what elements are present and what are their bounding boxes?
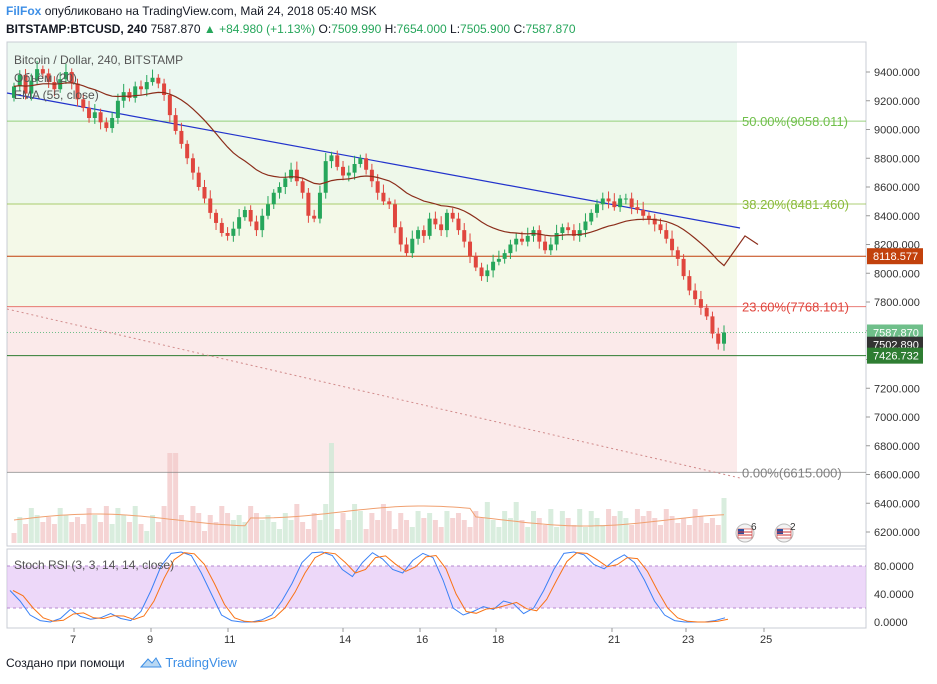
published-text: опубликовано на TradingView.com, Май 24,… [44,4,377,18]
event-count: 6 [751,522,757,533]
event-flag-icon[interactable]: 6 [735,522,757,543]
price-change: +84.980 (+1.13%) [219,22,316,36]
low-value: L:7505.900 [450,22,511,36]
price-axis[interactable]: 9400.000 9200.000 9000.000 8800.000 8600.000… [866,67,923,539]
tradingview-brand: TradingView [165,655,237,670]
price-tick: 7200.000 [874,383,920,395]
time-tick: 16 [416,634,428,646]
time-tick: 11 [224,634,235,646]
stoch-rsi [7,551,866,623]
price-marker: 7587.870 [873,327,919,339]
price-tick: 8800.000 [874,153,920,165]
author-name[interactable]: FilFox [6,4,42,18]
time-tick: 9 [147,634,153,646]
event-count: 2 [790,522,796,533]
tradingview-logo[interactable]: TradingView [139,655,237,670]
time-tick: 14 [339,634,351,646]
legend-ema: EMA (55, close) [14,88,99,102]
trend-lines [6,92,741,479]
fib-zones [7,42,737,473]
price-tick: 8000.000 [874,268,920,280]
time-tick: 7 [70,634,76,646]
legend-stoch: Stoch RSI (3, 3, 14, 14, close) [14,558,174,572]
price-tick: 6800.000 [874,441,920,453]
up-arrow-icon: ▲ [203,22,216,36]
ema-line [13,82,759,267]
legend-title: Bitcoin / Dollar, 240, BITSTAMP [14,53,183,67]
price-tick: 6400.000 [874,498,920,510]
open-value: O:7509.990 [318,22,382,36]
fib-label-50: 50.00%(9058.011) [742,114,848,129]
volume-bars [11,443,727,543]
publish-info: FilFox опубликовано на TradingView.com, … [6,4,377,18]
time-tick: 18 [492,634,504,646]
fib-label-0: 0.00%(6615.000) [742,465,842,480]
price-tick: 7800.000 [874,297,920,309]
price-tick: 6600.000 [874,470,920,482]
price-tick: 8600.000 [874,182,920,194]
high-value: H:7654.000 [384,22,447,36]
price-tick: 6200.000 [874,527,920,539]
event-flag-icon[interactable]: 2 [774,522,796,543]
legend-volume: Объём (20) [14,71,77,85]
price-marker: 8118.577 [873,251,918,263]
price-tick: 8400.000 [874,211,920,223]
fib-lines [7,120,866,473]
stoch-tick: 40.0000 [874,589,914,601]
stoch-tick: 80.0000 [874,561,914,573]
footer-created: Создано при помощи [6,656,125,670]
price-tick: 9400.000 [874,67,920,79]
price-tick: 9000.000 [874,125,920,137]
price-tick: 7000.000 [874,412,920,424]
symbol-name: BITSTAMP:BTCUSD, 240 [6,22,148,36]
fib-label-38: 38.20%(8481.460) [742,197,849,212]
price-marker: 7426.732 [873,351,919,363]
price-tick: 9200.000 [874,96,920,108]
fib-label-23: 23.60%(7768.101) [742,300,849,315]
close-value: C:7587.870 [513,22,576,36]
time-tick: 21 [608,634,620,646]
symbol-info: BITSTAMP:BTCUSD, 240 7587.870 ▲ +84.980 … [6,22,576,36]
tradingview-icon [139,657,162,668]
time-axis[interactable]: 7 9 11 14 16 18 21 23 25 [70,628,772,646]
time-tick: 23 [682,634,694,646]
last-price: 7587.870 [150,22,201,36]
time-tick: 25 [760,634,772,646]
stoch-tick: 0.0000 [874,617,908,629]
stoch-axis: 80.0000 40.0000 0.0000 [874,561,914,629]
